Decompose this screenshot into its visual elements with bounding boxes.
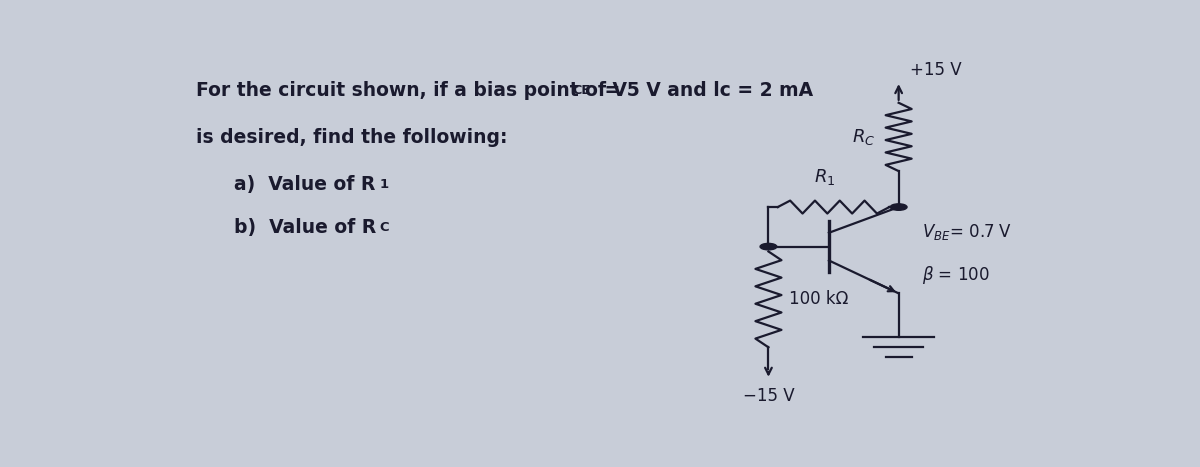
Text: a)  Value of R: a) Value of R	[234, 175, 376, 194]
Text: $V_{BE}$= 0.7 V: $V_{BE}$= 0.7 V	[922, 222, 1012, 242]
Text: CE: CE	[572, 84, 590, 97]
Text: $R_C$: $R_C$	[852, 127, 876, 147]
Text: +15 V: +15 V	[910, 62, 961, 79]
Circle shape	[890, 204, 907, 210]
Text: is desired, find the following:: is desired, find the following:	[197, 128, 508, 147]
Text: 100 kΩ: 100 kΩ	[788, 290, 848, 308]
Text: = 5 V and lc = 2 mA: = 5 V and lc = 2 mA	[599, 81, 814, 100]
Text: For the circuit shown, if a bias point of V: For the circuit shown, if a bias point o…	[197, 81, 628, 100]
Circle shape	[760, 243, 776, 250]
Text: $R_1$: $R_1$	[814, 167, 835, 187]
Text: C: C	[379, 221, 389, 234]
Text: b)  Value of R: b) Value of R	[234, 218, 376, 237]
Text: 1: 1	[379, 177, 389, 191]
Text: −15 V: −15 V	[743, 387, 794, 405]
Text: $\beta$ = 100: $\beta$ = 100	[922, 264, 990, 286]
